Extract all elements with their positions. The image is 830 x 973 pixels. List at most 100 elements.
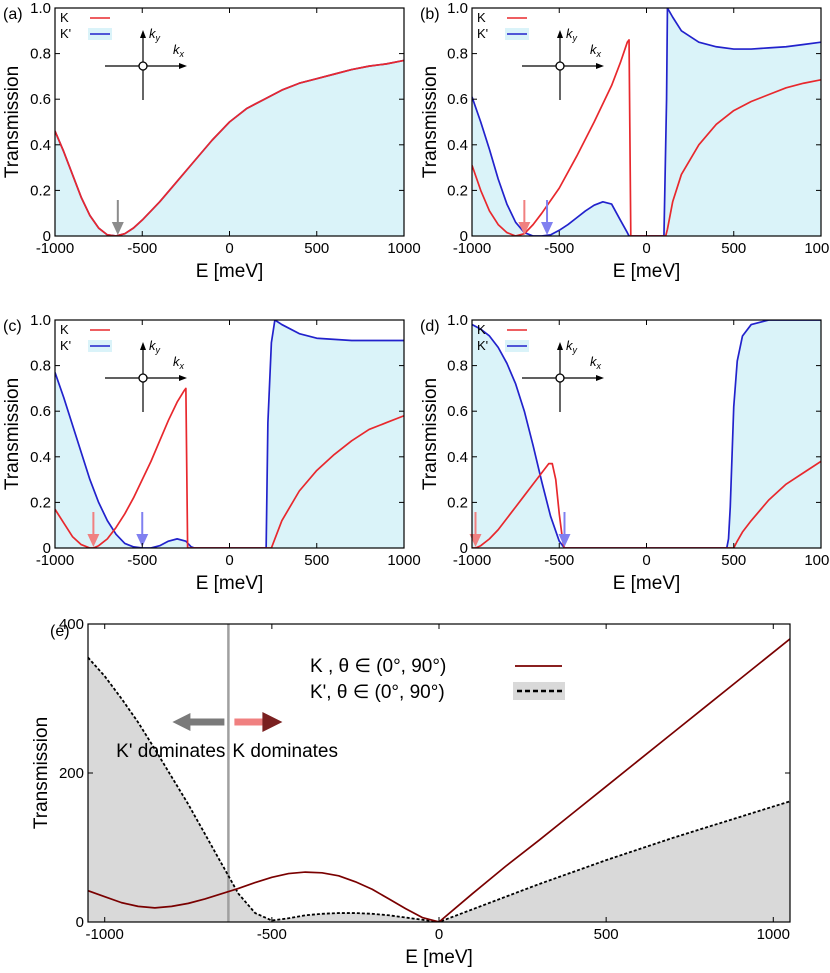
series-line-kprime [55,320,404,548]
annotation-kprime-dominates: K' dominates [116,741,225,762]
y-tick-label: 0.8 [447,46,468,63]
legend-label-k: K [477,322,486,337]
y-axis-label: Transmission [2,66,23,178]
x-tick-label: 1000 [804,552,830,569]
y-tick-label: 1.0 [30,0,51,17]
inset-ky-label: ky [149,26,161,43]
inset-kx-arrowhead [179,63,187,69]
series-line-kprime [88,656,790,922]
x-tick-label: 500 [304,240,329,257]
arrow-head-1 [136,534,149,547]
y-axis-label: Transmission [420,66,441,178]
x-axis-label: E [meV] [405,947,473,968]
y-tick-label: 0.8 [30,358,51,375]
inset-kx-label: kx [590,354,602,371]
panel-label: (c) [3,318,22,335]
fill-under-kprime [55,320,404,548]
series-line-k [55,59,404,236]
legend-label-kprime: K' [477,338,488,353]
legend-label-k: K [60,322,69,337]
x-tick-label: 0 [225,240,233,257]
plot-area-c [55,320,404,548]
y-tick-label: 0.6 [447,403,468,420]
x-tick-label: 0 [435,926,443,943]
inset-kx-label: kx [590,42,602,59]
y-axis-label: Transmission [420,378,441,490]
annotation-k-dominates: K dominates [232,741,338,762]
inset-ky-arrowhead [140,30,146,38]
x-tick-label: -500 [127,552,157,569]
legend-label-k: K , θ ∈ (0°, 90°) [310,656,446,677]
arrow-right-head [262,712,283,732]
x-tick-label: 0 [642,240,650,257]
panel-label: (b) [420,6,440,23]
inset-origin [555,373,565,383]
inset-ky-label: ky [149,338,161,355]
inset-kx-label: kx [173,42,185,59]
y-tick-label: 0 [460,228,468,245]
y-tick-label: 0.2 [30,494,51,511]
arrow-head-0 [87,534,100,547]
y-tick-label: 0.6 [30,91,51,108]
plot-area-e [88,624,790,922]
y-tick-label: 1.0 [447,312,468,329]
x-tick-label: 500 [594,926,619,943]
y-tick-label: 0.8 [447,358,468,375]
fill-under-kprime [472,8,821,236]
y-tick-label: 200 [59,765,84,782]
x-tick-label: 1000 [804,240,830,257]
y-tick-label: 0.2 [447,182,468,199]
y-tick-label: 0 [43,540,51,557]
panel-label: (a) [3,6,23,23]
x-tick-label: -500 [127,240,157,257]
panel-b: -1000 -500 0 500 1000 0 0.2 0.4 0.6 0.8 1.0 E [meV]… [420,0,830,282]
inset-kx-label: kx [173,354,185,371]
x-axis-label: E [meV] [196,261,264,282]
x-axis-label: E [meV] [613,261,681,282]
x-tick-label: 500 [721,552,746,569]
y-tick-label: 0.8 [30,46,51,63]
legend-label-kprime: K' [60,338,71,353]
panel-c: -1000 -500 0 500 1000 0 0.2 0.4 0.6 0.8 1.0 E [meV]… [2,312,421,594]
legend-label-kprime: K' [60,26,71,41]
arrow-head-1 [558,534,571,547]
y-tick-label: 0.4 [447,449,468,466]
x-tick-label: 0 [642,552,650,569]
plot-area-d [472,320,821,548]
fill-under-kprime [55,60,404,236]
y-tick-label: 0.6 [30,403,51,420]
inset-kx-arrowhead [596,375,604,381]
y-tick-label: 0.4 [30,137,51,154]
y-tick-label: 400 [59,616,84,633]
inset-kx-arrowhead [596,63,604,69]
y-tick-label: 1.0 [447,0,468,17]
x-tick-label: -1000 [453,240,491,257]
series-line-k [55,387,404,548]
arrow-head-0 [111,222,124,235]
arrow-head-1 [541,222,554,235]
legend-label-k: K [60,10,69,25]
series-line-kprime [472,320,821,548]
y-tick-label: 0.2 [30,182,51,199]
x-tick-label: 1000 [387,240,420,257]
inset-ky-label: ky [566,26,578,43]
arrow-head-0 [518,222,531,235]
x-tick-label: 1000 [757,926,790,943]
x-tick-label: 1000 [387,552,420,569]
y-axis-label: Transmission [2,378,23,490]
y-axis-label: Transmission [31,717,52,829]
x-axis-label: E [meV] [196,573,264,594]
x-tick-label: 0 [225,552,233,569]
x-tick-label: -1000 [36,552,74,569]
inset-ky-arrowhead [140,342,146,350]
inset-origin [138,61,148,71]
y-tick-label: 0.6 [447,91,468,108]
inset-ky-label: ky [566,338,578,355]
x-tick-label: 500 [721,240,746,257]
inset-origin [138,373,148,383]
y-tick-label: 0.2 [447,494,468,511]
x-tick-label: -1000 [86,926,124,943]
legend-swatch-fill [513,682,565,700]
x-tick-label: -500 [544,552,574,569]
